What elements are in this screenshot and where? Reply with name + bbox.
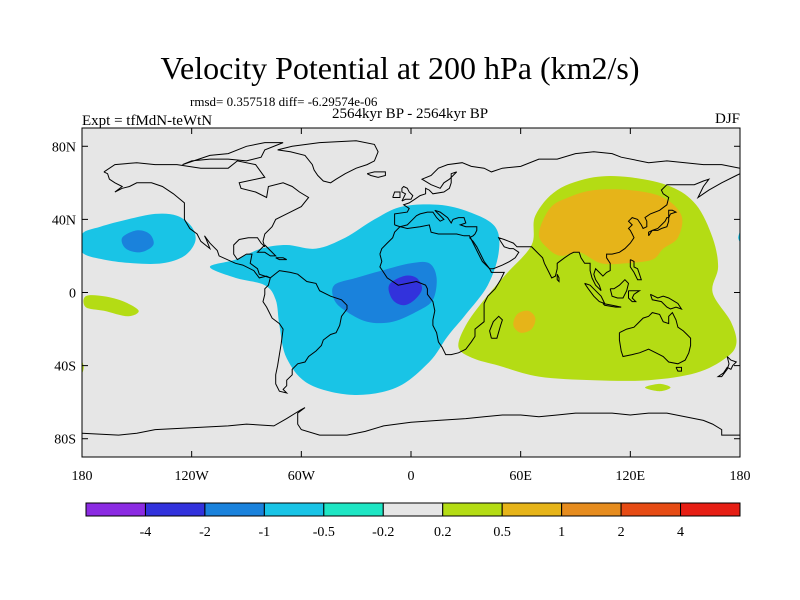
colorbar-label: -4 <box>140 525 152 540</box>
coastline <box>277 140 379 184</box>
y-tick-label: 80S <box>54 433 76 448</box>
chart-title: Velocity Potential at 200 hPa (km2/s) <box>160 50 640 86</box>
coastline-layer <box>82 140 740 436</box>
x-tick-label: 0 <box>408 469 415 484</box>
colorbar-label: 0.5 <box>493 525 511 540</box>
coastline <box>668 209 678 218</box>
x-tick-label: 60W <box>288 469 316 484</box>
coastline <box>618 311 692 365</box>
coastline <box>379 224 506 356</box>
coastline <box>82 407 740 436</box>
y-tick-label: 80N <box>52 140 76 155</box>
colorbar-swatch <box>382 502 444 517</box>
colorbar-label: -0.5 <box>313 525 335 540</box>
experiment-label: Expt = tfMdN-teWtN <box>82 113 213 129</box>
colorbar-swatch <box>204 502 265 517</box>
contour-region <box>645 383 671 392</box>
coastline <box>675 366 682 372</box>
coastline <box>489 315 503 339</box>
coastline <box>262 270 348 394</box>
x-tick-label: 180 <box>72 469 93 484</box>
coastline <box>366 171 386 178</box>
coastline <box>648 217 670 237</box>
coastline <box>716 356 738 378</box>
y-tick-label: 40S <box>54 360 76 375</box>
colorbar-label: -2 <box>199 525 211 540</box>
contour-region <box>83 295 139 317</box>
axes-layer: 180 120W 60W 0 60E 120E 180 80N 40N 0 40S 80S <box>52 128 751 484</box>
coastline <box>469 173 740 292</box>
colorbar-swatch <box>680 502 741 517</box>
y-tick-label: 40N <box>52 213 76 228</box>
colorbar-swatch <box>263 502 325 517</box>
coastline <box>394 209 478 239</box>
y-tick-label: 0 <box>69 287 76 302</box>
colorbar-swatch <box>620 502 682 517</box>
colorbar-swatch <box>323 502 384 517</box>
colorbar-swatch <box>144 502 206 517</box>
coastline <box>394 151 740 225</box>
colorbar-label: 4 <box>677 525 684 540</box>
colorbar-label: 1 <box>558 525 565 540</box>
coastline <box>629 259 642 281</box>
season-label: DJF <box>714 111 740 127</box>
coastline <box>256 244 277 257</box>
colorbar-swatch <box>442 502 503 517</box>
contour-region <box>121 230 154 253</box>
coastline <box>392 191 401 198</box>
x-tick-label: 60E <box>509 469 532 484</box>
colorbar-label: -1 <box>259 525 271 540</box>
colorbar: -4 -2 -1 -0.5 -0.2 0.2 0.5 1 2 4 <box>85 502 741 540</box>
x-tick-label: 120W <box>175 469 210 484</box>
coastline <box>182 142 284 166</box>
colorbar-label: 2 <box>618 525 625 540</box>
x-tick-label: 120E <box>616 469 646 484</box>
colorbar-swatch <box>85 502 146 517</box>
colorbar-label: -0.2 <box>372 525 394 540</box>
contour-region <box>538 189 683 265</box>
rmsd-diff-label: rmsd= 0.357518 diff= -6.29574e-06 <box>190 94 378 109</box>
contour-region <box>513 310 536 333</box>
period-label: 2564kyr BP - 2564kyr BP <box>331 106 489 122</box>
coastline <box>602 303 622 308</box>
coastline <box>628 290 642 303</box>
x-tick-label: 180 <box>730 469 751 484</box>
colorbar-label: 0.2 <box>434 525 452 540</box>
contour-region <box>388 275 423 306</box>
contour-region <box>88 232 97 242</box>
coastline <box>609 278 630 299</box>
coastline <box>649 293 683 310</box>
colorbar-swatch <box>501 502 563 517</box>
colorbar-swatch <box>561 502 622 517</box>
coastline <box>275 257 287 261</box>
coastline <box>103 160 310 279</box>
coastline <box>401 185 414 202</box>
coastline <box>556 273 560 283</box>
